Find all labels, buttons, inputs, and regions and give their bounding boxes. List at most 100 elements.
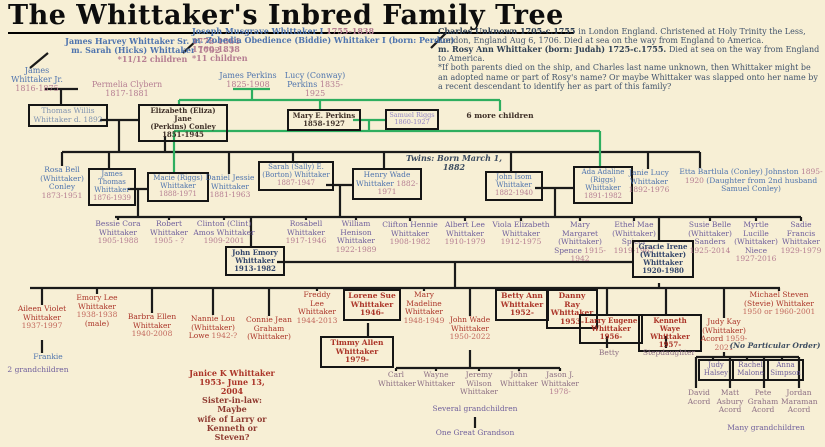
person-sadie-francis-text: Sadie Francis Whittaker — [781, 220, 820, 247]
person-james-harvey-text: m. Sarah (Hicks) Whittaker — [71, 45, 199, 56]
person-clifton-hennie-text: 1908-1982 — [389, 237, 431, 247]
person-rosa-bell-conley: Rosa Bell (Whittaker) Conley 1873-1951 — [36, 165, 88, 200]
person-charles-unknown-note: Charles Unknown 1705-c.1755 in London En… — [438, 26, 822, 91]
person-michael-steven-stevie-text: Michael Steven (Stevie) Whittaker — [744, 290, 814, 308]
person-judy-halsey: Judy Halsey — [698, 359, 734, 381]
person-matt-asbury-acord-text: Matt Asbury Acord — [716, 388, 744, 415]
person-etta-bartlula-text: Etta Bartlula (Conley) Johnston — [679, 167, 801, 176]
person-john-isom-text: John Isom Whittaker — [496, 173, 532, 189]
person-rosabell-text: 1917-1946 — [285, 236, 327, 246]
person-several-grandchildren: Several grandchildren — [415, 404, 535, 414]
person-jeremy-wilson: Jeremy Wilson Whittaker — [458, 370, 500, 397]
person-janie-lucy-text: Whittaker — [629, 176, 668, 186]
person-permelia-clybern-text: 1817-1881 — [105, 89, 149, 99]
person-clifton-hennie-text: Clifton Hennie Whittaker — [382, 220, 438, 238]
page-title: The Whittaker's Inbred Family Tree — [8, 0, 574, 35]
person-janie-lucy-text: Janie Lucy — [629, 168, 669, 177]
person-danny-ray: Danny Ray Whittaker 1953- — [546, 289, 598, 330]
person-aileen-violet: Aileen Violet Whittaker 1937-1997 — [16, 304, 68, 331]
person-barbra-ellen-text: Barbra Ellen Whittaker — [127, 312, 177, 330]
person-kenneth-waye: Kenneth Waye Whittaker 1957- — [638, 314, 702, 352]
person-samuel-riggs: Samuel Riggs 1860-1927 — [385, 109, 439, 130]
person-jason-j: Jason J. Whittaker 1978- — [538, 370, 582, 397]
person-macie-riggs-text: Macie (Riggs) Whittaker — [153, 174, 203, 190]
person-michael-steven-stevie: Michael Steven (Stevie) Whittaker 1950 o… — [738, 290, 820, 317]
person-thomas-willis: Thomas Willis Whittaker d. 1892 — [28, 104, 108, 128]
person-mary-e-perkins-text: Mary E. Perkins — [292, 111, 356, 120]
person-john-isom-text: 1882-1940 — [495, 188, 533, 197]
person-daniel-jessie-text: Daniel Jessie — [205, 173, 255, 182]
person-samuel-riggs-text: Samuel Riggs — [389, 111, 435, 119]
person-pete-graham-acord-text: Pete Graham Acord — [747, 388, 779, 415]
person-janice-k-note-text: wife of Larry or — [197, 413, 267, 424]
person-rosa-bell-conley-text: (Whittaker) — [40, 173, 84, 183]
person-sarah-sally-borton: Sarah (Sally) E. (Borton) Whittaker 1887… — [258, 161, 334, 191]
person-rosabell: Rosabell Whittaker 1917-1946 — [280, 219, 332, 246]
person-jeremy-wilson-text: Jeremy Wilson Whittaker — [459, 370, 498, 397]
person-clinton-clint-amos: Clinton (Clint) Amos Whittaker 1909-2001 — [193, 219, 255, 246]
person-mary-e-perkins: Mary E. Perkins 1858-1927 — [287, 109, 361, 131]
person-barbra-ellen-text: 1940-2008 — [131, 329, 173, 339]
person-james-harvey-text: 1778-1864 — [191, 36, 240, 46]
person-pete-graham-acord: Pete Graham Acord — [746, 388, 780, 415]
person-samuel-riggs-text: 1860-1927 — [394, 118, 430, 127]
person-susie-belle-sanders-text: Susie Belle (Whittaker) Sanders — [688, 220, 732, 247]
person-james-thomas-text: Whittaker — [94, 185, 130, 194]
person-carl-text: Carl Whittaker — [378, 370, 417, 388]
person-jordan-maraman-acord: Jordan Maraman Acord — [781, 388, 818, 415]
person-viola-elizabeth: Viola Elizabeth Whittaker 1912-1975 — [492, 220, 550, 247]
person-nannie-lou-lowe: Nannie Lou (Whittaker) Lowe 1942-? — [184, 314, 242, 341]
person-janie-lucy-text: 1892-1976 — [628, 185, 670, 195]
person-john-emory-text: John Emory Whittaker 1913-1982 — [232, 248, 278, 273]
person-aileen-violet-text: Aileen Violet Whittaker — [17, 304, 67, 322]
person-janice-k-note-text: Janice K Whittaker — [189, 368, 275, 378]
person-many-grandchildren: Many grandchildren — [714, 423, 818, 433]
person-myrtle-lucille-niece-text: 1927-2016 — [735, 254, 777, 264]
person-two-grandchildren-text: 2 grandchildren — [7, 365, 69, 374]
person-john-isom: John Isom Whittaker 1882-1940 — [485, 171, 543, 201]
person-thomas-willis-text: Whittaker d. 1892 — [33, 114, 103, 124]
person-matt-asbury-acord: Matt Asbury Acord — [715, 388, 745, 415]
person-janie-lucy: Janie Lucy Whittaker 1892-1976 — [626, 168, 672, 195]
person-twins-note: Twins: Born March 1, 1882 — [398, 153, 510, 172]
person-betty-label-text: Betty — [598, 348, 620, 357]
person-aileen-violet-text: 1937-1997 — [21, 321, 63, 331]
person-mary-madeline-text: Mary Madeline Whittaker — [404, 290, 443, 317]
person-mary-madeline: Mary Madeline Whittaker 1948-1949 — [398, 290, 450, 325]
person-robert: Robert Whittaker 1905 - ? — [146, 219, 192, 246]
person-macie-riggs-text: 1888-1971 — [159, 189, 197, 198]
person-no-particular-order: (No Particular Order) — [726, 341, 824, 351]
person-larry-eugene-text: Larry Eugene Whittaker 1956- — [584, 316, 638, 341]
person-connie-jean-graham-text: Connie Jean Graham (Whittaker) — [246, 315, 292, 342]
person-judy-kay-acord: Judy Kay (Whittaker) Acord 1959-2021 — [693, 317, 755, 352]
person-elizabeth-eliza-jane-text: Elizabeth (Eliza) Jane — [150, 106, 216, 123]
person-james-thomas-text: 1876-1939 — [93, 193, 131, 202]
person-jason-j-text: Jason J. Whittaker — [540, 370, 579, 388]
person-gracie-irene-text: Gracie Irene (Whittaker) Whittaker 1920-… — [638, 242, 688, 275]
person-several-grandchildren-text: Several grandchildren — [432, 404, 518, 413]
person-gracie-irene: Gracie Irene (Whittaker) Whittaker 1920-… — [632, 240, 694, 278]
person-rosa-bell-conley-text: Rosa Bell — [44, 165, 80, 174]
person-etta-bartlula-text: 1895-1920 — [684, 167, 823, 185]
person-sadie-francis: Sadie Francis Whittaker 1929-1979 — [780, 220, 822, 255]
person-many-grandchildren-text: Many grandchildren — [727, 423, 805, 432]
person-six-more-children-text: 6 more children — [466, 111, 534, 120]
person-emory-lee-text: Emory Lee Whittaker — [76, 293, 118, 311]
person-clinton-clint-amos-text: 1909-2001 — [203, 236, 245, 246]
person-albert-lee-text: Albert Lee Whittaker — [445, 220, 485, 238]
person-albert-lee: Albert Lee Whittaker 1910-1979 — [441, 220, 489, 247]
person-james-harvey-text: James Harvey Whittaker Sr. — [65, 36, 192, 46]
person-robert-text: Robert Whittaker — [149, 219, 188, 237]
person-john: John Whittaker — [500, 370, 539, 388]
person-thomas-willis-text: Thomas Willis — [41, 106, 95, 115]
person-joseph-musgrave: Joseph Musgrave Whittaker I 1755-1838 m. … — [192, 26, 468, 63]
person-rosa-bell-conley-text: 1873-1951 — [41, 190, 83, 200]
person-myrtle-lucille-niece-text: Myrtle Lucille (Whittaker) Niece — [734, 220, 778, 255]
person-judy-halsey-text: Judy Halsey — [703, 361, 729, 377]
person-charles-unknown-note-text: Died at sea on the way from England to A… — [438, 45, 820, 64]
person-lucy-conway-perkins-text: Perkins — [287, 80, 320, 90]
person-judy-kay-acord-text: 1959-2021 — [714, 334, 748, 352]
person-larry-eugene: Larry Eugene Whittaker 1956- — [579, 314, 643, 344]
person-rachel-malone-text: Rachel Malone — [737, 361, 764, 377]
person-john-text: John Whittaker — [500, 370, 539, 388]
